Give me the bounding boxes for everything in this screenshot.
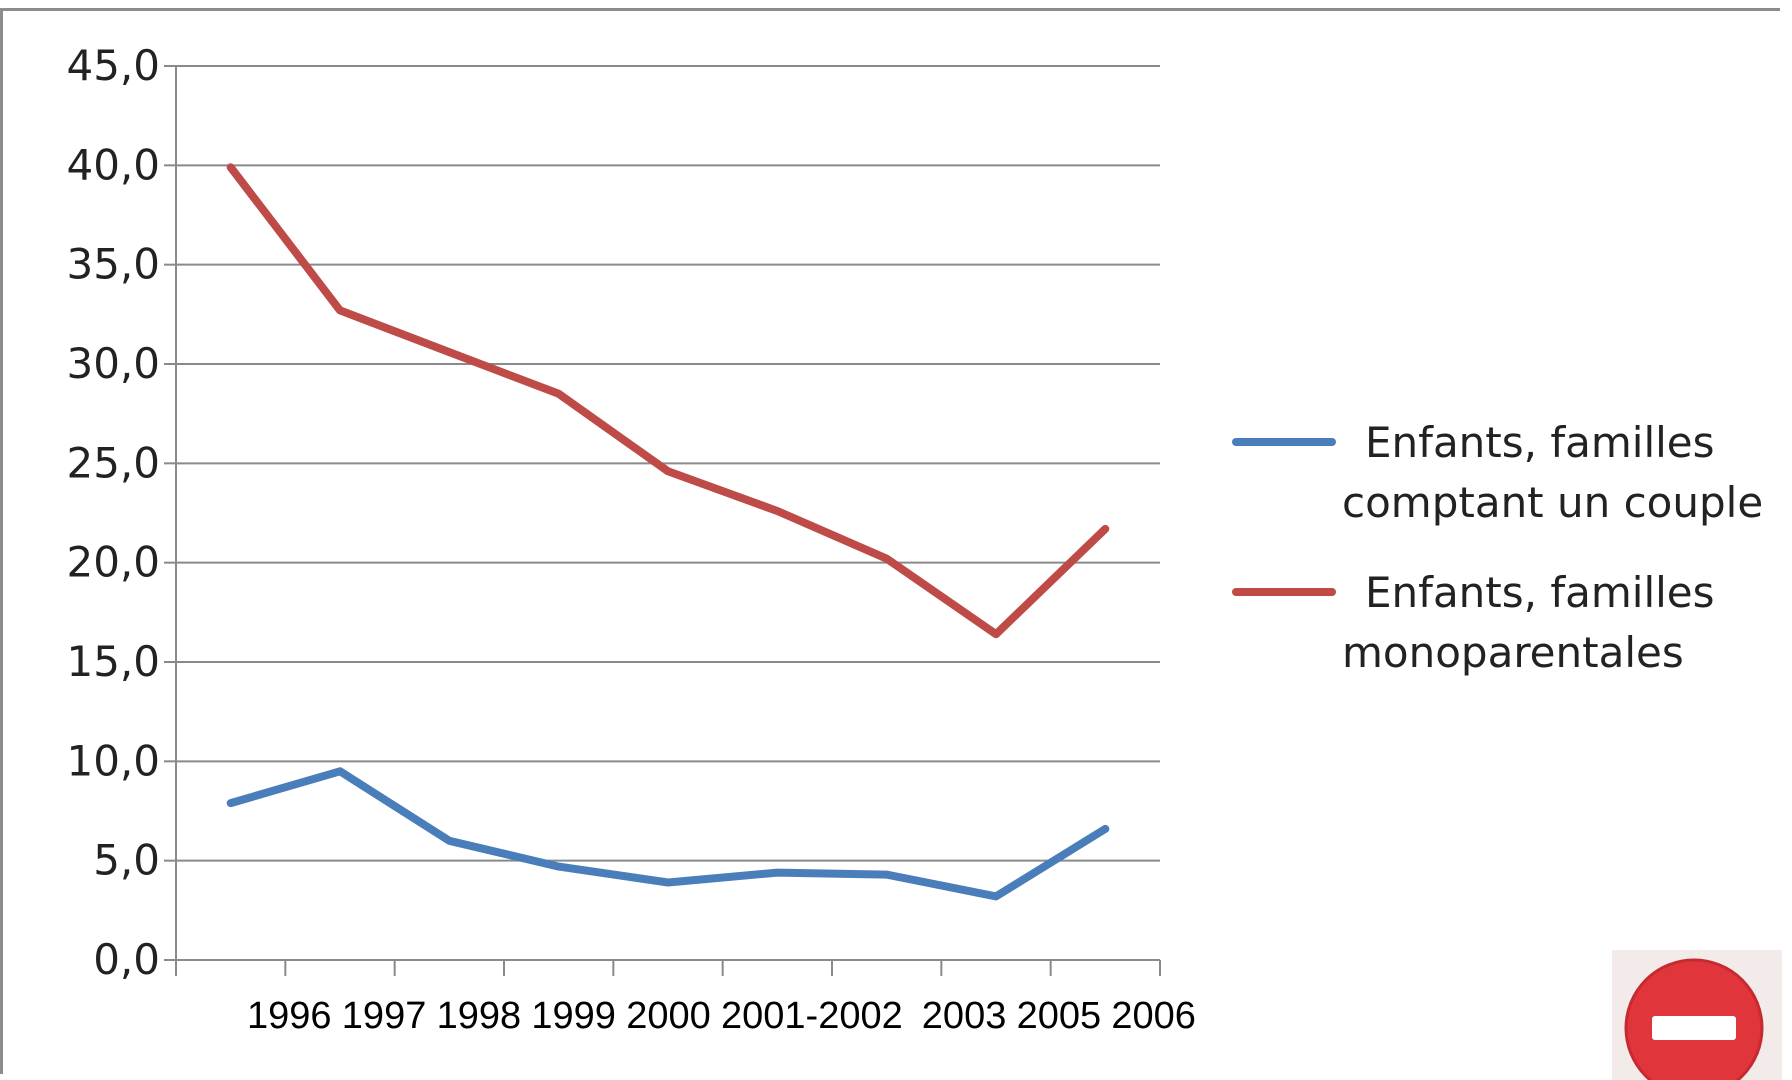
x-tick-label: 1997	[342, 995, 427, 1037]
y-tick-label: 20,0	[66, 538, 160, 587]
legend-label: Enfants, familles	[1365, 418, 1715, 467]
y-tick-label: 0,0	[93, 935, 160, 984]
y-tick-label: 5,0	[93, 836, 160, 885]
x-tick-label: 1999	[531, 995, 616, 1037]
x-tick-label: 2006	[1111, 995, 1196, 1037]
legend-label: Enfants, familles	[1365, 568, 1715, 617]
y-tick-label: 10,0	[66, 736, 160, 785]
legend-label: monoparentales	[1342, 628, 1684, 677]
axes	[175, 66, 1160, 961]
legend: Enfants, familles comptant un couple Enfan…	[1232, 418, 1763, 677]
y-tick-label: 15,0	[66, 637, 160, 686]
x-axis-ticks: 1996 1997 1998 1999 2000 2001-2002 2003 2005 200…	[175, 960, 1196, 1037]
gridlines	[176, 65, 1160, 862]
series-line-1	[226, 163, 1110, 639]
legend-label: comptant un couple	[1342, 478, 1763, 527]
y-tick-label: 30,0	[66, 339, 160, 388]
x-tick-label: 2005	[1017, 995, 1102, 1037]
y-axis-ticks: 0,0 5,0 10,0 15,0 20,0 25,0 30,0 35,0 40,0 45,0	[66, 41, 176, 984]
no-entry-icon	[1612, 950, 1782, 1080]
series-lines	[226, 163, 1110, 901]
x-tick-label: 2003	[922, 995, 1007, 1037]
y-tick-label: 40,0	[66, 140, 160, 189]
x-tick-label: 2001-2002	[721, 995, 903, 1037]
y-tick-label: 45,0	[66, 41, 160, 90]
chart-frame	[0, 8, 1780, 1074]
x-tick-label: 2000	[626, 995, 711, 1037]
x-tick-label: 1996	[247, 995, 332, 1037]
y-tick-label: 35,0	[66, 240, 160, 289]
x-tick-label: 1998	[437, 995, 522, 1037]
y-tick-label: 25,0	[66, 438, 160, 487]
series-line-0	[226, 767, 1110, 901]
